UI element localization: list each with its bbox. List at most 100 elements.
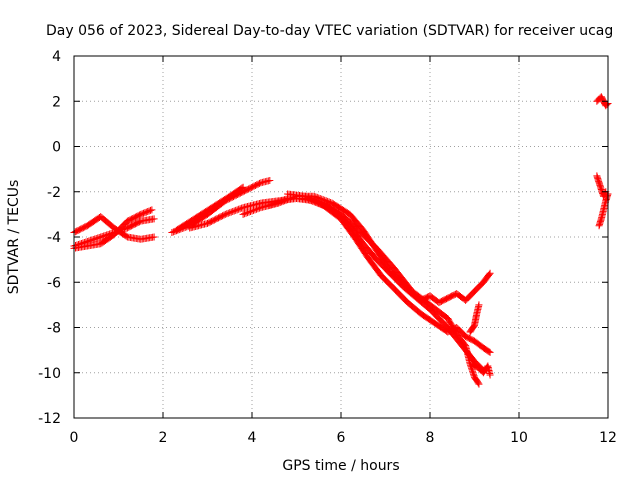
data-point — [224, 209, 232, 217]
data-point — [220, 211, 228, 219]
data-point — [146, 206, 154, 214]
data-point — [313, 197, 321, 205]
data-point — [92, 235, 100, 243]
data-point — [97, 233, 105, 241]
data-point — [169, 228, 177, 236]
data-point — [301, 192, 309, 200]
data-point — [486, 371, 494, 379]
y-tick-label: -2 — [47, 185, 61, 201]
data-point — [150, 215, 158, 223]
data-point — [230, 207, 238, 215]
data-point — [256, 179, 264, 187]
data-point — [269, 200, 277, 208]
data-point — [238, 184, 246, 192]
data-point — [273, 198, 281, 206]
data-point — [309, 195, 317, 203]
data-point — [223, 210, 231, 218]
data-point — [266, 201, 274, 209]
y-axis-label: SDTVAR / TECUs — [6, 180, 22, 295]
series-track-e — [172, 183, 247, 234]
x-tick-label: 2 — [159, 430, 168, 446]
x-tick-label: 0 — [70, 430, 79, 446]
data-point — [168, 228, 176, 236]
data-point — [249, 206, 257, 214]
data-point — [306, 194, 314, 202]
series-track-f — [186, 195, 487, 374]
data-point — [272, 199, 280, 207]
data-point — [232, 206, 240, 214]
y-axis-ticks: 4 2 0 -2 -4 -6 -8 -10 -12 — [38, 49, 608, 427]
data-point — [603, 101, 611, 109]
x-tick-label: 4 — [248, 430, 257, 446]
data-point — [281, 196, 289, 204]
y-tick-label: -8 — [47, 321, 61, 337]
data-point — [303, 193, 311, 201]
data-point — [251, 206, 259, 214]
y-tick-label: -4 — [47, 230, 61, 246]
y-tick-label: 4 — [52, 49, 61, 65]
data-point — [221, 210, 229, 218]
data-point — [247, 208, 255, 216]
data-point — [475, 301, 483, 309]
data-point — [227, 208, 235, 216]
data-point — [245, 208, 253, 216]
series-track-i — [284, 190, 483, 388]
data-point — [276, 197, 284, 205]
y-tick-label: -10 — [38, 366, 61, 382]
data-point — [94, 234, 102, 242]
data-point — [226, 209, 234, 217]
grid — [74, 56, 608, 418]
data-point — [229, 208, 237, 216]
x-tick-label: 6 — [337, 430, 346, 446]
data-point — [239, 210, 247, 218]
data-point — [474, 379, 482, 387]
data-point — [278, 197, 286, 205]
data-point — [315, 197, 323, 205]
series-track-j — [468, 360, 494, 379]
data-point — [98, 232, 106, 240]
data-point — [279, 196, 287, 204]
series-track-n — [595, 190, 612, 230]
x-tick-label: 12 — [599, 430, 617, 446]
data-point — [252, 205, 260, 213]
x-tick-label: 8 — [426, 430, 435, 446]
data-point — [485, 270, 493, 278]
series-track-h — [266, 195, 494, 356]
data-point — [148, 206, 156, 214]
chart-title: Day 056 of 2023, Sidereal Day-to-day VTE… — [46, 23, 613, 39]
data-point — [486, 269, 494, 277]
x-tick-label: 10 — [510, 430, 528, 446]
data-point — [485, 348, 493, 356]
data-point — [310, 196, 318, 204]
data-point — [316, 198, 324, 206]
x-axis-label: GPS time / hours — [282, 458, 399, 474]
series-track-a — [70, 213, 158, 243]
data-point — [233, 206, 241, 214]
data-point — [267, 201, 275, 209]
data-point — [236, 205, 244, 213]
data-point — [266, 176, 274, 184]
data-point — [270, 200, 278, 208]
data-point — [95, 234, 103, 242]
data-point — [242, 209, 250, 217]
data-point — [304, 193, 312, 201]
y-tick-label: -6 — [47, 275, 61, 291]
y-tick-label: 0 — [52, 140, 61, 156]
data-point — [486, 348, 494, 356]
data-point — [312, 196, 320, 204]
data-point — [282, 195, 290, 203]
data-point — [307, 195, 315, 203]
data-point — [254, 205, 262, 213]
data-point — [241, 210, 249, 218]
series-track-k — [466, 301, 483, 336]
data-point — [150, 233, 158, 241]
data-point — [238, 204, 246, 212]
y-tick-label: 2 — [52, 94, 61, 110]
data-point — [275, 198, 283, 206]
x-axis-ticks: 0 2 4 6 8 10 12 — [70, 56, 617, 446]
data-point — [239, 183, 247, 191]
data-point — [100, 232, 108, 240]
data-point — [235, 205, 243, 213]
data-point — [244, 209, 252, 217]
